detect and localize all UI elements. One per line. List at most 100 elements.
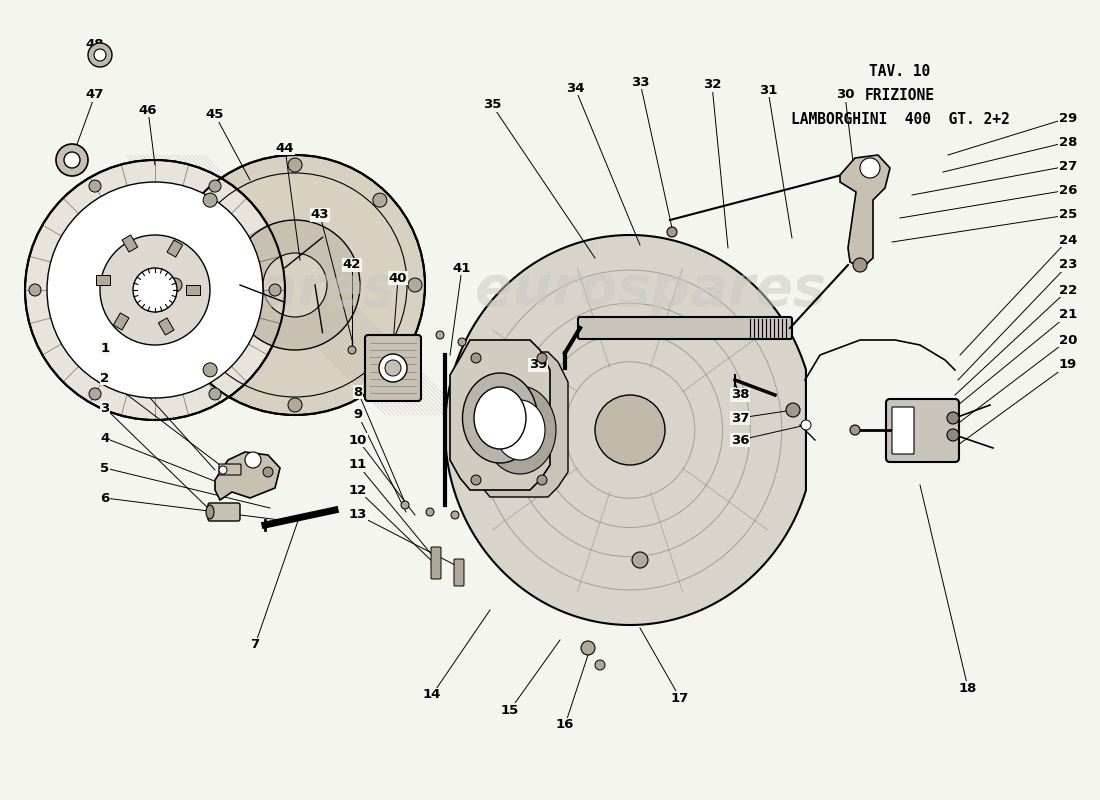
FancyBboxPatch shape (578, 317, 792, 339)
Circle shape (56, 144, 88, 176)
Text: 18: 18 (959, 682, 977, 694)
Polygon shape (450, 340, 550, 490)
Circle shape (89, 180, 101, 192)
Text: 39: 39 (529, 358, 547, 371)
Circle shape (471, 353, 481, 363)
Circle shape (411, 336, 419, 344)
Circle shape (165, 155, 425, 415)
Circle shape (209, 388, 221, 400)
Ellipse shape (206, 505, 214, 519)
FancyBboxPatch shape (454, 559, 464, 586)
Circle shape (451, 511, 459, 519)
Circle shape (245, 452, 261, 468)
Circle shape (458, 338, 466, 346)
Circle shape (288, 158, 302, 172)
Circle shape (373, 193, 387, 207)
Circle shape (25, 160, 285, 420)
Bar (96, 275, 110, 285)
Text: 26: 26 (1059, 183, 1077, 197)
Circle shape (209, 180, 221, 192)
Text: eurospares: eurospares (474, 263, 825, 317)
Text: 8: 8 (353, 386, 363, 398)
Text: 46: 46 (139, 103, 157, 117)
Bar (186, 285, 200, 295)
Text: 34: 34 (565, 82, 584, 94)
Circle shape (537, 353, 547, 363)
Text: 15: 15 (500, 703, 519, 717)
Text: 4: 4 (100, 431, 110, 445)
Text: 5: 5 (100, 462, 110, 474)
FancyBboxPatch shape (431, 547, 441, 579)
Circle shape (88, 43, 112, 67)
Circle shape (408, 278, 422, 292)
Text: 2: 2 (100, 371, 110, 385)
Circle shape (219, 466, 227, 474)
Circle shape (94, 49, 106, 61)
Text: 3: 3 (100, 402, 110, 414)
Ellipse shape (495, 400, 544, 460)
Text: 20: 20 (1059, 334, 1077, 346)
Circle shape (373, 363, 387, 377)
Circle shape (537, 475, 547, 485)
FancyBboxPatch shape (208, 503, 240, 521)
Text: 17: 17 (671, 691, 689, 705)
Text: 6: 6 (100, 491, 110, 505)
Circle shape (64, 152, 80, 168)
Circle shape (801, 420, 811, 430)
Polygon shape (214, 452, 280, 500)
Text: 21: 21 (1059, 309, 1077, 322)
Text: 22: 22 (1059, 283, 1077, 297)
Text: 24: 24 (1059, 234, 1077, 246)
Text: 30: 30 (836, 89, 855, 102)
Circle shape (947, 412, 959, 424)
Text: 41: 41 (453, 262, 471, 274)
Text: FRIZIONE: FRIZIONE (865, 87, 935, 102)
Circle shape (29, 284, 41, 296)
Circle shape (348, 346, 356, 354)
Circle shape (402, 501, 409, 509)
Circle shape (263, 467, 273, 477)
Circle shape (288, 398, 302, 412)
Polygon shape (840, 155, 890, 268)
Text: 13: 13 (349, 509, 367, 522)
Text: LAMBORGHINI  400  GT. 2+2: LAMBORGHINI 400 GT. 2+2 (791, 113, 1010, 127)
Text: 44: 44 (276, 142, 295, 154)
Text: 14: 14 (422, 689, 441, 702)
Circle shape (947, 429, 959, 441)
Text: 47: 47 (86, 89, 104, 102)
Circle shape (204, 363, 217, 377)
FancyBboxPatch shape (892, 407, 914, 454)
Ellipse shape (462, 373, 538, 463)
Text: 43: 43 (310, 209, 329, 222)
Text: 10: 10 (349, 434, 367, 446)
Circle shape (667, 227, 676, 237)
Circle shape (385, 360, 402, 376)
FancyBboxPatch shape (365, 335, 421, 401)
Text: 27: 27 (1059, 159, 1077, 173)
Text: 9: 9 (353, 409, 363, 422)
Circle shape (632, 552, 648, 568)
Circle shape (89, 388, 101, 400)
Text: 42: 42 (343, 258, 361, 271)
Circle shape (270, 284, 280, 296)
Circle shape (263, 253, 327, 317)
Circle shape (100, 235, 210, 345)
Text: 7: 7 (251, 638, 260, 651)
Text: 48: 48 (86, 38, 104, 51)
Circle shape (379, 354, 407, 382)
Circle shape (426, 508, 434, 516)
Bar (113, 313, 129, 330)
FancyBboxPatch shape (886, 399, 959, 462)
Circle shape (471, 475, 481, 485)
Text: 1: 1 (100, 342, 110, 354)
Bar (158, 318, 174, 335)
Circle shape (786, 403, 800, 417)
Text: 33: 33 (630, 75, 649, 89)
Text: 28: 28 (1059, 135, 1077, 149)
Polygon shape (472, 352, 568, 497)
Text: 40: 40 (388, 271, 407, 285)
Ellipse shape (484, 386, 556, 474)
Circle shape (595, 660, 605, 670)
Ellipse shape (474, 387, 526, 449)
Circle shape (168, 278, 182, 292)
